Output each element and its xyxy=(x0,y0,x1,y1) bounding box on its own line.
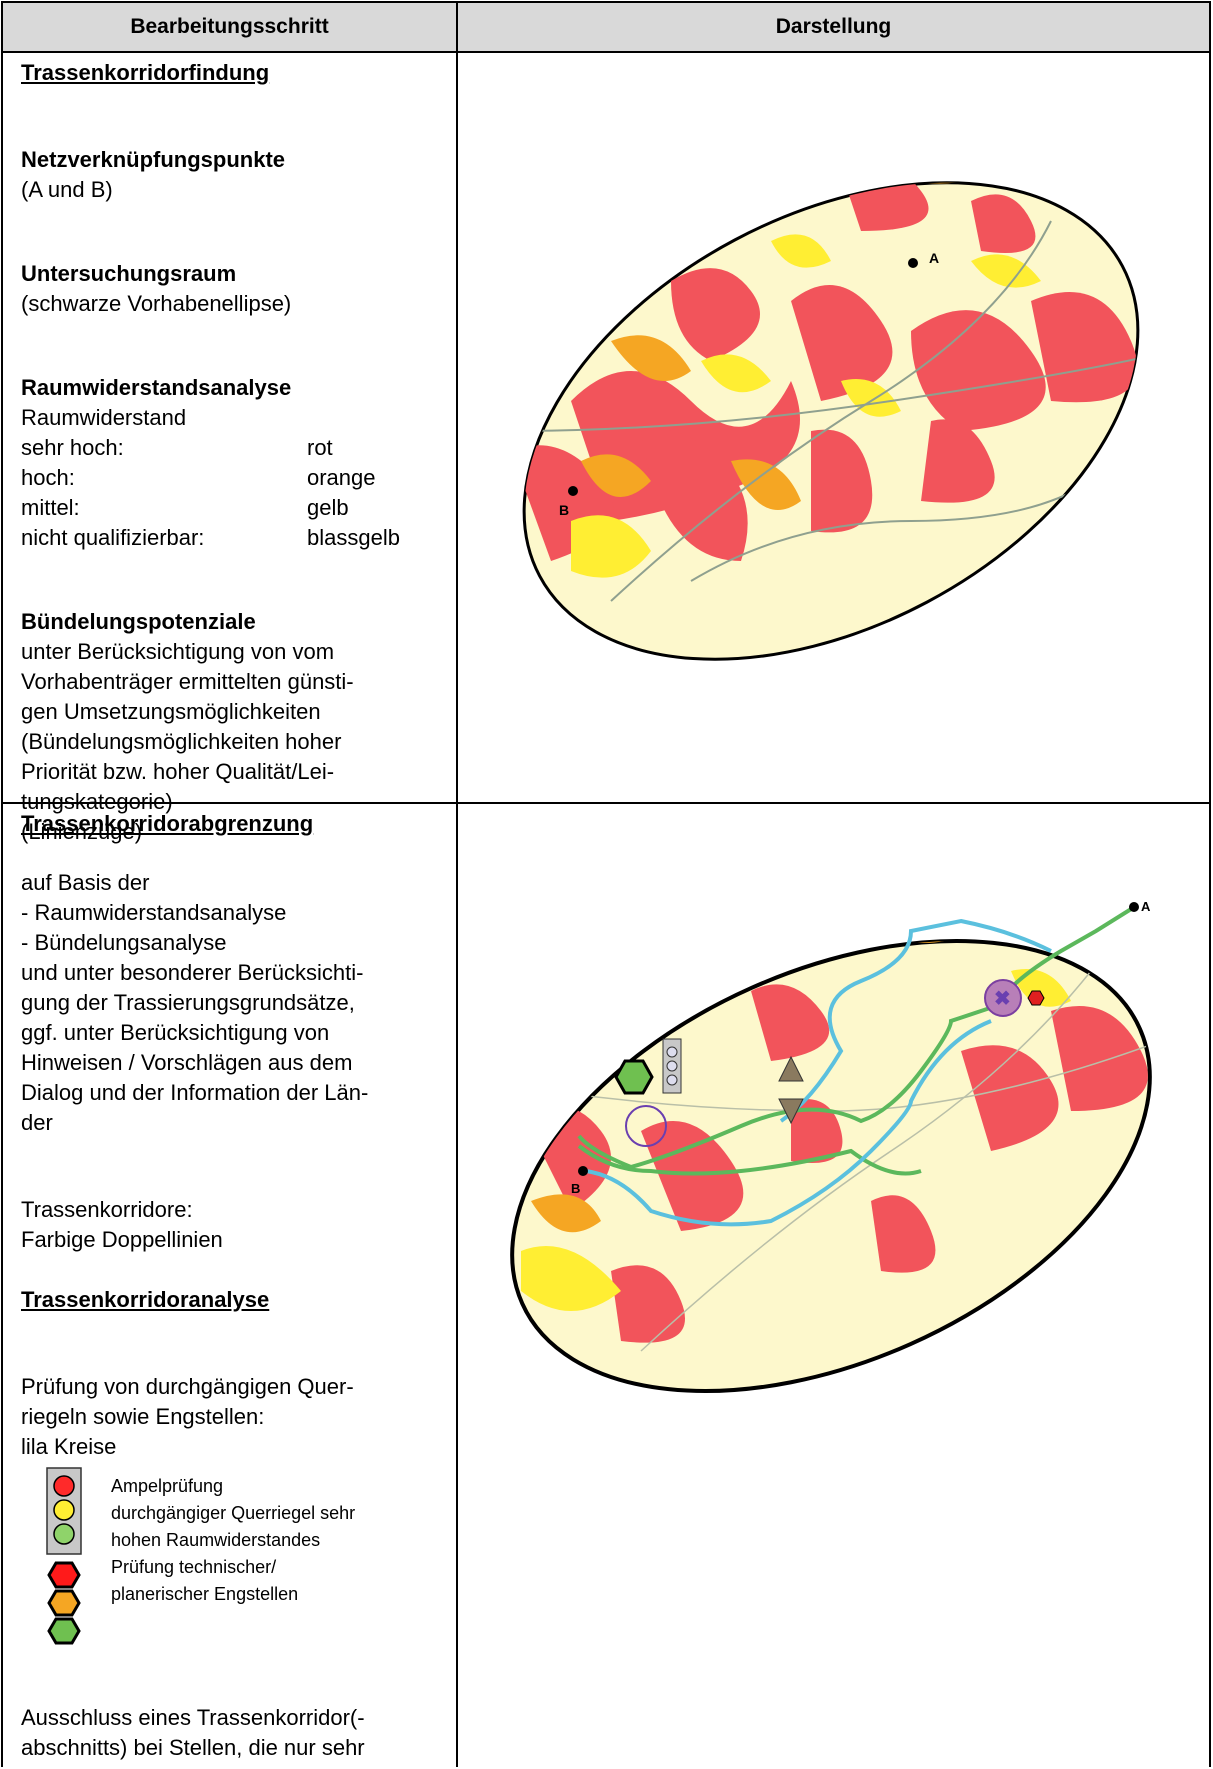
green-light-icon xyxy=(53,1523,75,1545)
map-green-hexagon-icon xyxy=(614,1059,654,1095)
bp-line: unter Berücksichtigung von vom xyxy=(21,639,335,664)
table-border-top xyxy=(1,1,1211,3)
basis-line: und unter besonderer Berücksichti- xyxy=(21,960,364,985)
ur-heading: Untersuchungsraum xyxy=(21,261,237,286)
analysis-title: Trassenkorridoranalyse xyxy=(21,1287,270,1312)
orange-hexagon-icon xyxy=(47,1589,81,1617)
pruefung-line: lila Kreise xyxy=(21,1434,117,1459)
pruefung-line: Prüfung von durchgängigen Quer- xyxy=(21,1374,354,1399)
yellow-light-icon xyxy=(53,1499,75,1521)
triangle-down-icon xyxy=(778,1098,804,1125)
point-b-marker xyxy=(568,486,578,496)
triangle-up-icon xyxy=(778,1055,804,1082)
pruefung-line: riegeln sowie Engstellen: xyxy=(21,1404,265,1429)
table-border-right xyxy=(1209,1,1211,1767)
tk-line: Farbige Doppellinien xyxy=(21,1227,223,1252)
table-header-divider xyxy=(1,51,1211,53)
trassenkorridor-map: ✖ B A xyxy=(510,888,1162,1394)
rwa-heading: Raumwiderstandsanalyse xyxy=(21,375,292,400)
ausschluss-text: Ausschluss eines Trassenkorridor(- absch… xyxy=(21,1703,365,1763)
bp-heading: Bündelungspotenziale xyxy=(21,609,256,634)
legend-line: planerischer Engstellen xyxy=(111,1584,299,1604)
point-a-label: A xyxy=(929,250,939,266)
nvp-text: (A und B) xyxy=(21,177,113,202)
row2-title: Trassenkorridorabgrenzung xyxy=(21,811,314,836)
corridor-blue-line xyxy=(585,1019,992,1227)
row1-text: Trassenkorridorfindung Netzverknüpfungsp… xyxy=(21,58,400,847)
querriegel-circle xyxy=(984,979,1022,1017)
legend-icons xyxy=(46,1467,82,1645)
ausschluss-line: abschnitts) bei Stellen, die nur sehr xyxy=(21,1735,365,1760)
legend-line: hohen Raumwiderstandes xyxy=(111,1530,321,1550)
svg-text:✖: ✖ xyxy=(994,988,1011,1010)
green-hexagon-icon xyxy=(47,1617,81,1645)
basis-line: Hinweisen / Vorschlägen aus dem xyxy=(21,1050,353,1075)
row1-title: Trassenkorridorfindung xyxy=(21,60,270,85)
basis-line: - Bündelungsanalyse xyxy=(21,930,227,955)
basis-line: der xyxy=(21,1110,53,1135)
table-border-left xyxy=(1,1,3,1767)
table-column-divider xyxy=(456,1,458,1767)
tk-line: Trassenkorridore: xyxy=(21,1197,193,1222)
basis-line: Dialog und der Information der Län- xyxy=(21,1080,369,1105)
legend-line: Ampelprüfung xyxy=(111,1476,224,1496)
red-light-icon xyxy=(53,1475,75,1497)
bp-line: Priorität bzw. hoher Qualität/Lei- xyxy=(21,759,335,784)
row2-text: Trassenkorridorabgrenzung auf Basis der … xyxy=(21,809,368,1462)
level-row: sehr hoch: rot xyxy=(21,435,333,460)
red-hexagon-icon xyxy=(47,1561,81,1589)
header-step: Bearbeitungsschritt xyxy=(3,3,456,51)
nvp-heading: Netzverknüpfungspunkte xyxy=(21,147,286,172)
ur-text: (schwarze Vorhabenellipse) xyxy=(21,291,292,316)
point-b-label: B xyxy=(559,502,569,518)
level-row: hoch: orange xyxy=(21,465,376,490)
bp-line: tungskategorie) xyxy=(21,789,173,814)
map2-point-a-marker xyxy=(1129,902,1139,912)
bp-line: gen Umsetzungsmöglichkeiten xyxy=(21,699,321,724)
map2-point-b-marker xyxy=(578,1166,588,1176)
map2-point-a-label: A xyxy=(1141,899,1151,914)
map2-point-b-label: B xyxy=(571,1181,580,1196)
raumwiderstand-map: A B xyxy=(510,134,1172,661)
basis-line: - Raumwiderstandsanalyse xyxy=(21,900,287,925)
legend-line: durchgängiger Querriegel sehr xyxy=(111,1503,356,1523)
engstelle-circle xyxy=(625,1105,667,1147)
point-a-marker xyxy=(908,258,918,268)
rw-label: Raumwiderstand xyxy=(21,405,187,430)
bp-line: (Bündelungsmöglichkeiten hoher xyxy=(21,729,342,754)
legend-line: Prüfung technischer/ xyxy=(111,1557,277,1577)
level-row: nicht qualifizierbar: blassgelb xyxy=(21,525,400,550)
header-display: Darstellung xyxy=(458,3,1209,51)
basis-line: auf Basis der xyxy=(21,870,150,895)
ausschluss-line: Ausschluss eines Trassenkorridor(- xyxy=(21,1705,365,1730)
basis-line: gung der Trassierungsgrundsätze, xyxy=(21,990,355,1015)
level-row: mittel: gelb xyxy=(21,495,349,520)
table-row-divider xyxy=(1,802,1211,804)
bp-line: Vorhabenträger ermittelten günsti- xyxy=(21,669,354,694)
bp-line: (Linienzüge) xyxy=(21,819,143,844)
basis-line: ggf. unter Berücksichtigung von xyxy=(21,1020,330,1045)
